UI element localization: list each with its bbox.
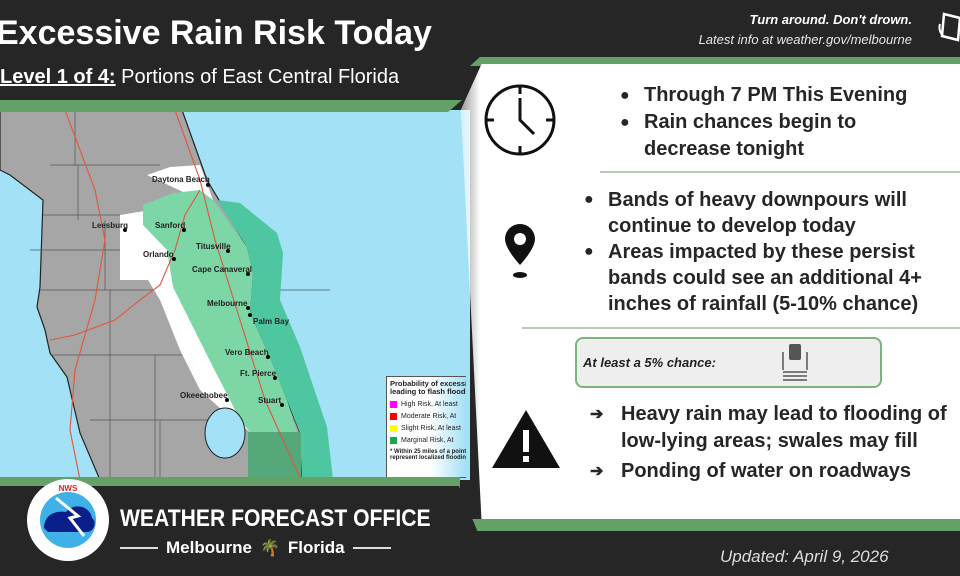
svg-text:Palm Bay: Palm Bay	[253, 317, 290, 326]
green-stripe	[470, 519, 960, 531]
updated-date: Updated: April 9, 2026	[720, 547, 889, 566]
svg-text:Melbourne: Melbourne	[207, 299, 248, 308]
city-vero-beach: Vero Beach	[225, 348, 270, 359]
city-stuart: Stuart	[258, 396, 284, 407]
marginal-risk-area	[143, 190, 297, 432]
svg-text:Cape Canaveral: Cape Canaveral	[192, 265, 252, 274]
palm-tree-icon: 🌴	[259, 540, 280, 557]
clock-icon	[484, 84, 556, 156]
tagline: Turn around. Don't drown.	[749, 12, 912, 27]
page-title: Excessive Rain Risk Today	[0, 14, 432, 52]
city-leesburg: Leesburg	[92, 221, 128, 232]
impact-item: Ponding of water on roadways	[590, 458, 950, 485]
highways	[49, 110, 301, 480]
time-bullet: Through 7 PM This Evening	[620, 82, 940, 109]
svg-text:Titusville: Titusville	[196, 242, 231, 251]
city-sanford: Sanford	[155, 221, 186, 232]
impact-item: Heavy rain may lead to flooding of low-l…	[590, 401, 950, 455]
time-bullets: Through 7 PM This Evening Rain chances b…	[620, 82, 940, 163]
city-ft-pierce: Ft. Pierce	[240, 369, 277, 380]
excessive-rain-risk-map: Daytona Beach Leesburg Sanford Orlando T…	[0, 110, 470, 480]
marginal-south-box	[248, 432, 301, 480]
city-okeechobee: Okeechobee	[180, 391, 229, 402]
divider-line	[352, 547, 391, 549]
location-bullet: Areas impacted by these persist bands co…	[584, 239, 944, 317]
offshore-marginal-area	[217, 200, 333, 480]
divider	[522, 327, 960, 329]
city-daytona-beach: Daytona Beach	[152, 175, 210, 187]
impact-list: Heavy rain may lead to flooding of low-l…	[590, 401, 950, 485]
risk-region: Portions of East Central Florida	[121, 66, 400, 88]
svg-text:Daytona Beach: Daytona Beach	[152, 175, 210, 184]
city-titusville: Titusville	[196, 242, 231, 253]
divider	[600, 171, 960, 173]
svg-text:Vero Beach: Vero Beach	[225, 348, 269, 357]
city-orlando: Orlando	[143, 250, 176, 261]
location-bullets: Bands of heavy downpours will continue t…	[584, 187, 944, 317]
nws-logo: NWS	[27, 479, 109, 561]
location-pin-icon	[505, 224, 535, 278]
city-palm-bay: Palm Bay	[248, 313, 290, 326]
svg-text:Stuart: Stuart	[258, 396, 281, 405]
legend-item-slight: Slight Risk, At least	[390, 425, 463, 432]
risk-level-label: Level 1 of 4:	[0, 66, 116, 88]
svg-text:Ft. Pierce: Ft. Pierce	[240, 369, 277, 378]
svg-text:NWS: NWS	[59, 484, 78, 493]
svg-text:Orlando: Orlando	[143, 250, 174, 259]
chance-box: At least a 5% chance:	[575, 337, 882, 388]
office-location: Melbourne 🌴 Florida	[120, 538, 391, 558]
legend-item-moderate: Moderate Risk, At	[390, 413, 463, 420]
map-legend: Probability of excessive rainfall leadin…	[386, 376, 466, 478]
green-stripe	[0, 477, 460, 488]
green-stripe	[0, 100, 462, 112]
legend-item-high: High Risk, At least	[390, 401, 463, 408]
chance-label: At least a 5% chance:	[583, 355, 716, 370]
legend-footnote: * Within 25 miles of a point. May not re…	[390, 449, 466, 461]
location-bullet: Bands of heavy downpours will continue t…	[584, 187, 944, 239]
lake-okeechobee	[204, 407, 246, 459]
title-bar	[0, 0, 480, 104]
legend-item-marginal: Marginal Risk, At	[390, 437, 463, 444]
turn-around-dont-drown-icon	[938, 12, 960, 42]
time-bullet: Rain chances begin to decrease tonight	[620, 109, 940, 163]
office-name: WEATHER FORECAST OFFICE	[120, 505, 431, 532]
risk-level: Level 1 of 4: Portions of East Central F…	[0, 66, 399, 89]
svg-text:Leesburg: Leesburg	[92, 221, 128, 230]
divider-line	[120, 547, 158, 549]
legend-title: Probability of excessive rainfall leadin…	[390, 379, 466, 396]
city-cape-canaveral: Cape Canaveral	[192, 265, 252, 276]
green-stripe	[470, 57, 960, 66]
svg-text:Okeechobee: Okeechobee	[180, 391, 228, 400]
city-markers: Daytona Beach Leesburg Sanford Orlando T…	[92, 175, 290, 407]
warning-icon	[492, 410, 560, 468]
city-melbourne: Melbourne	[207, 299, 250, 310]
svg-text:Sanford: Sanford	[155, 221, 185, 230]
flooded-car-icon	[782, 344, 808, 381]
info-link[interactable]: Latest info at weather.gov/melbourne	[698, 32, 912, 47]
